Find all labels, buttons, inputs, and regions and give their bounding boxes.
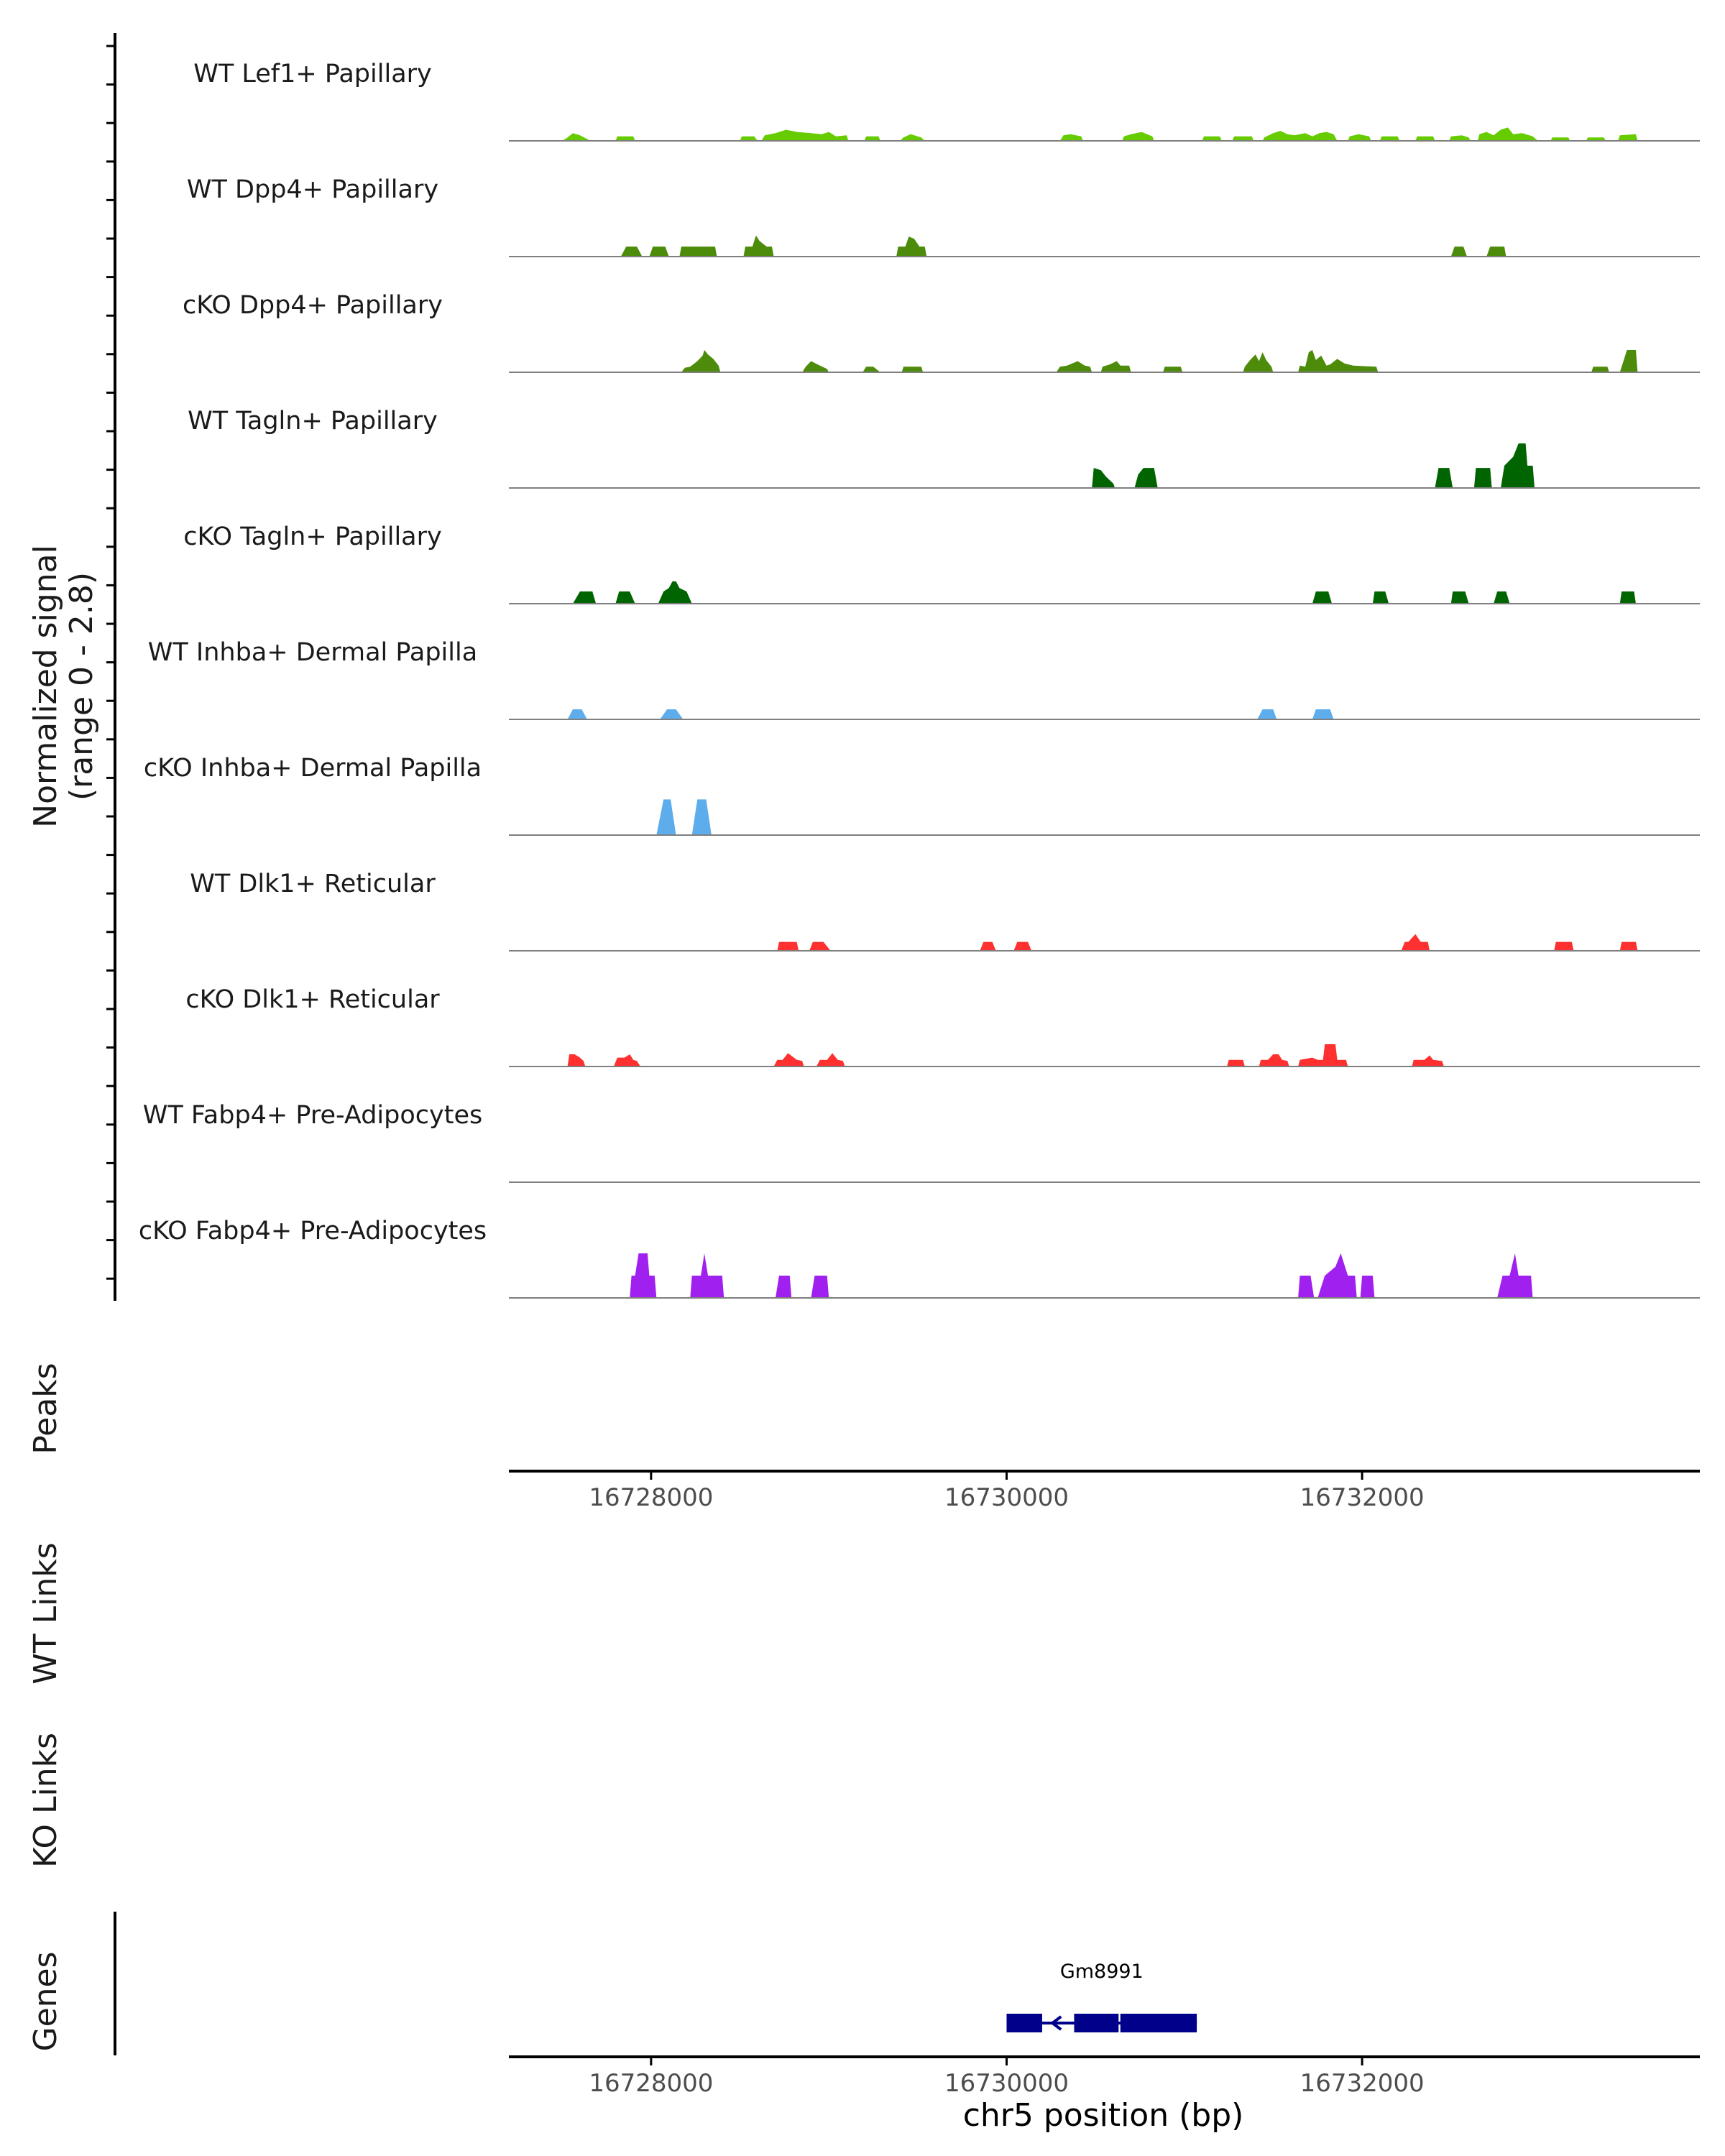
coverage-area [1092,443,1535,488]
genes-x-axis: 16728000 16730000 16732000 [509,2055,1700,2098]
track-9: cKO Dlk1+ Reticular [185,985,1700,1067]
track-label: cKO Inhba+ Dermal Papilla [144,754,482,783]
track-11: cKO Fabp4+ Pre-Adipocytes [139,1217,1700,1299]
track-label: WT Dlk1+ Reticular [190,870,436,898]
track-2: WT Dpp4+ Papillary [187,175,1700,257]
x-tick-label: 16730000 [944,1483,1069,1512]
coverage-area [777,934,1638,951]
coverage-area [681,350,1638,372]
track-label: cKO Dpp4+ Papillary [183,291,443,320]
track-label: cKO Tagln+ Papillary [183,522,442,551]
track-label: WT Tagln+ Papillary [188,407,438,436]
track-7: cKO Inhba+ Dermal Papilla [144,754,1700,836]
coverage-area [656,799,712,835]
x-tick-label: 16728000 [589,1483,713,1512]
track-4: WT Tagln+ Papillary [188,407,1700,489]
gene-track: Gm8991 [1006,1961,1197,2032]
track-5: cKO Tagln+ Papillary [183,522,1700,604]
coverage-tracks: WT Lef1+ Papillary WT Dpp4+ Papillary cKO … [139,60,1700,1299]
gene-exon [1074,2014,1119,2032]
gene-Gm8991: Gm8991 [1006,1961,1197,2032]
track-8: WT Dlk1+ Reticular [190,870,1700,952]
track-label: cKO Fabp4+ Pre-Adipocytes [139,1217,487,1245]
track-label: WT Inhba+ Dermal Papilla [148,638,477,667]
track-3: cKO Dpp4+ Papillary [183,291,1700,373]
track-label: WT Dpp4+ Papillary [187,175,438,204]
ko-links-panel-label: KO Links [27,1733,64,1868]
peaks-panel-label: Peaks [27,1363,64,1454]
peaks-x-axis: 16728000 16730000 16732000 [509,1470,1700,1512]
genes-panel-label: Genes [27,1951,64,2051]
gene-name: Gm8991 [1060,1961,1144,1983]
signal-y-axis [106,33,116,1301]
x-tick-label: 16732000 [1300,2069,1425,2098]
x-tick-label: 16730000 [944,2069,1069,2098]
strand-arrow-icon [1049,2015,1062,2031]
track-10: WT Fabp4+ Pre-Adipocytes [143,1101,1700,1183]
track-6: WT Inhba+ Dermal Papilla [148,638,1700,720]
track-label: WT Lef1+ Papillary [193,60,432,88]
track-label: WT Fabp4+ Pre-Adipocytes [143,1101,482,1130]
coverage-area [567,1044,1444,1067]
gene-exon [1120,2014,1197,2032]
coverage-area [630,1253,1533,1298]
gene-exon [1006,2014,1042,2032]
y-axis-title: Normalized signal (range 0 - 2.8) [27,545,100,828]
coverage-area [567,709,1334,719]
panel-labels: Peaks WT Links KO Links Genes [27,1363,64,2051]
track-1: WT Lef1+ Papillary [193,60,1700,142]
coverage-area [620,235,1506,257]
x-axis-title: chr5 position (bp) [963,2097,1244,2134]
y-axis-title-line1: Normalized signal [27,545,64,828]
x-tick-label: 16732000 [1300,1483,1425,1512]
x-tick-label: 16728000 [589,2069,713,2098]
track-label: cKO Dlk1+ Reticular [185,985,440,1014]
coverage-area [562,127,1638,141]
wt-links-panel-label: WT Links [27,1542,64,1684]
coverage-area [573,581,1636,604]
y-axis-title-line2: (range 0 - 2.8) [63,572,100,801]
